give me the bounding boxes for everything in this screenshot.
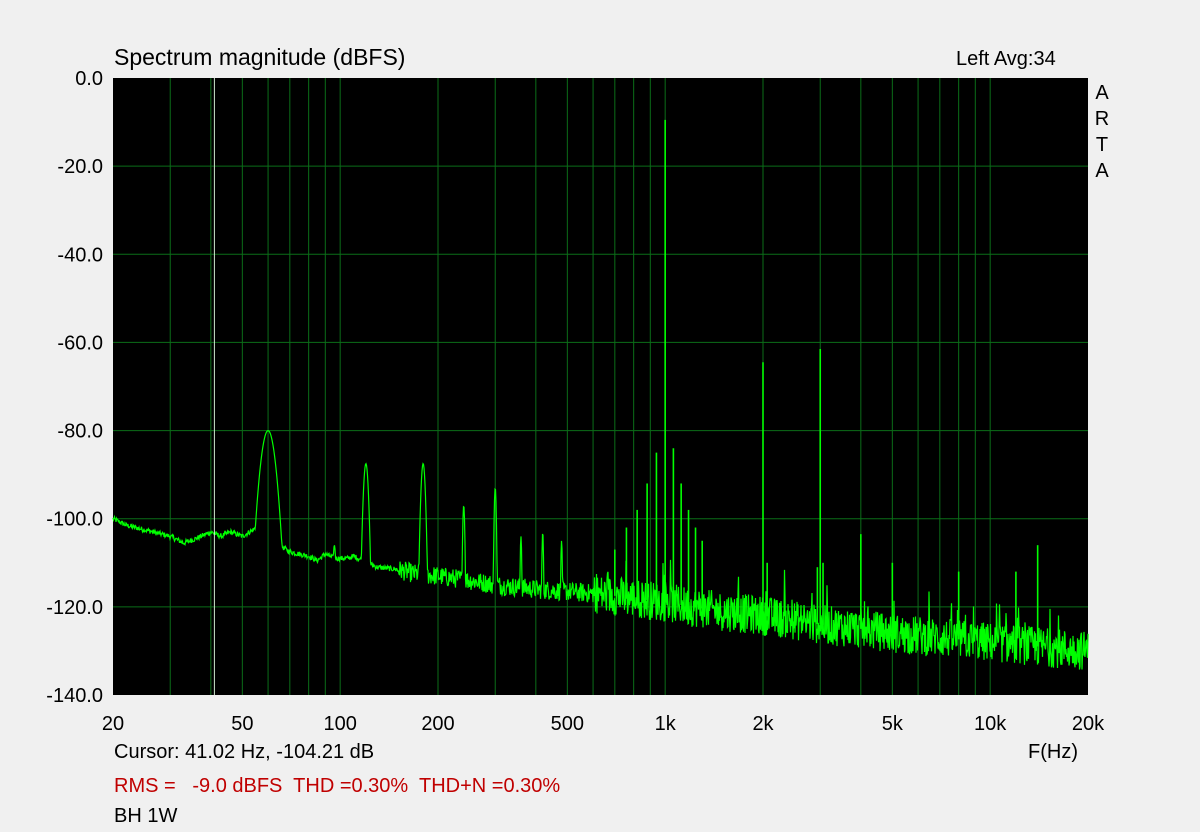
thdn-value: THD+N =0.30% xyxy=(418,775,561,797)
x-tick-label: 20k xyxy=(1072,713,1105,735)
brand-letter: A xyxy=(1095,82,1109,104)
y-tick-label: -80.0 xyxy=(57,421,103,443)
y-tick-label: -20.0 xyxy=(57,156,103,178)
y-tick-label: 0.0 xyxy=(75,68,103,90)
arta-brand-letters: A R T A xyxy=(1092,80,1112,184)
y-tick-label: -120.0 xyxy=(46,597,103,619)
thd-value: THD =0.30% xyxy=(293,775,409,797)
y-axis-ticks: 0.0 -20.0 -40.0 -60.0 -80.0 -100.0 -120.0 -140.… xyxy=(46,68,103,707)
x-tick-label: 50 xyxy=(231,713,253,735)
channel-average-label: Left Avg:34 xyxy=(956,48,1056,70)
x-tick-label: 10k xyxy=(974,713,1007,735)
x-tick-label: 100 xyxy=(323,713,356,735)
chart-title: Spectrum magnitude (dBFS) xyxy=(114,44,406,70)
spectrum-trace xyxy=(112,119,1089,670)
device-label: BH 1W xyxy=(114,805,178,827)
x-tick-label: 5k xyxy=(882,713,904,735)
spectrum-line xyxy=(112,429,1089,670)
brand-letter: R xyxy=(1094,108,1110,130)
brand-letter: A xyxy=(1095,160,1109,182)
x-tick-label: 1k xyxy=(655,713,677,735)
x-axis-label: F(Hz) xyxy=(1028,741,1078,763)
x-tick-label: 200 xyxy=(421,713,454,735)
y-tick-label: -140.0 xyxy=(46,685,103,707)
y-tick-label: -40.0 xyxy=(57,244,103,266)
y-tick-label: -60.0 xyxy=(57,332,103,354)
x-tick-label: 500 xyxy=(551,713,584,735)
plot-area[interactable] xyxy=(113,78,1088,695)
x-tick-label: 20 xyxy=(102,713,124,735)
grid-lines xyxy=(113,78,1088,695)
x-tick-label: 2k xyxy=(752,713,774,735)
x-axis-ticks: 20 50 100 200 500 1k 2k 5k 10k 20k xyxy=(102,713,1105,735)
y-tick-label: -100.0 xyxy=(46,509,103,531)
cursor-readout: Cursor: 41.02 Hz, -104.21 dB xyxy=(114,741,375,763)
measurement-stats: RMS = -9.0 dBFS THD =0.30% THD+N =0.30% xyxy=(114,775,560,797)
rms-value: RMS = -9.0 dBFS xyxy=(114,775,283,797)
brand-letter: T xyxy=(1095,134,1109,156)
